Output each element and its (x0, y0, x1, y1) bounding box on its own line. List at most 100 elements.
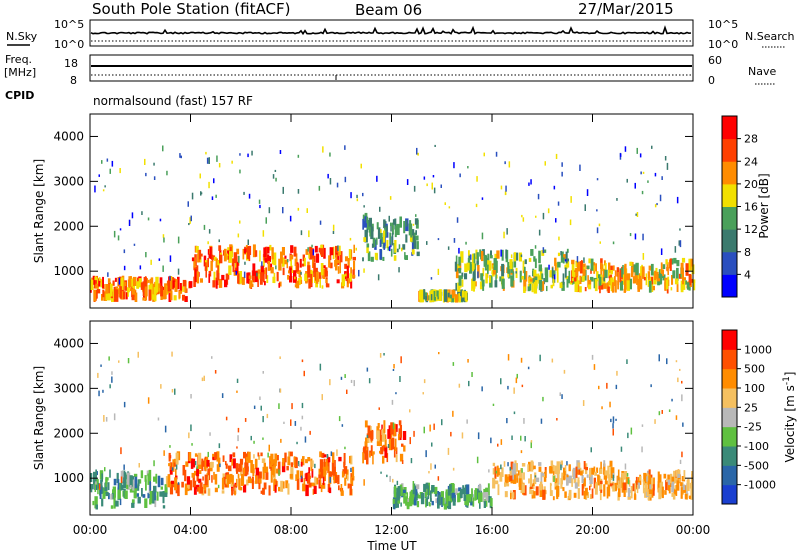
heatmap-cell (552, 270, 556, 275)
heatmap-cell (122, 490, 125, 497)
heatmap-cell (635, 476, 638, 488)
heatmap-cell (456, 217, 459, 223)
heatmap-cell (530, 474, 532, 487)
heatmap-cell (614, 276, 616, 286)
heatmap-cell (189, 217, 191, 224)
heatmap-cell (570, 196, 572, 203)
heatmap-cell (392, 478, 394, 483)
heatmap-cell (564, 491, 567, 498)
heatmap-cell (168, 289, 172, 302)
heatmap-cell (245, 462, 249, 475)
heatmap-cell (162, 505, 166, 509)
heatmap-cell (370, 226, 374, 240)
heatmap-cell (160, 477, 164, 486)
heatmap-cell (347, 278, 351, 284)
heatmap-cell (130, 288, 132, 292)
heatmap-cell (395, 392, 397, 395)
heatmap-cell (255, 474, 258, 484)
heatmap-cell (334, 460, 336, 468)
heatmap-cell (225, 416, 228, 421)
heatmap-cell (276, 455, 279, 461)
heatmap-cell (548, 264, 550, 270)
heatmap-cell (577, 462, 581, 468)
velocity-colorbar-segment (722, 465, 737, 486)
heatmap-cell (632, 262, 634, 267)
heatmap-cell (688, 274, 692, 286)
heatmap-cell (593, 265, 595, 272)
heatmap-cell (344, 374, 346, 378)
heatmap-cell (474, 490, 477, 501)
heatmap-cell (651, 145, 653, 149)
heatmap-cell (608, 474, 611, 485)
heatmap-cell (601, 406, 603, 410)
heatmap-cell (392, 423, 396, 437)
heatmap-cell (191, 443, 193, 446)
heatmap-cell (651, 482, 653, 490)
heatmap-cell (589, 494, 593, 499)
heatmap-cell (208, 181, 210, 189)
heatmap-cell (393, 486, 397, 498)
heatmap-cell (506, 418, 508, 424)
velocity-colorbar-tick: 1000 (744, 343, 772, 356)
power-colorbar-tick: 8 (744, 246, 751, 259)
heatmap-cell (599, 491, 602, 501)
heatmap-cell (607, 484, 611, 497)
heatmap-cell (527, 464, 530, 472)
heatmap-cell (520, 435, 522, 441)
heatmap-cell (509, 470, 512, 476)
heatmap-cell (449, 294, 452, 301)
heatmap-cell (295, 253, 298, 261)
heatmap-cell (168, 481, 172, 488)
heatmap-cell (634, 270, 638, 281)
heatmap-cell (288, 270, 291, 274)
heatmap-cell (287, 259, 289, 263)
heatmap-cell (231, 160, 233, 164)
heatmap-cell (269, 244, 272, 251)
heatmap-cell (415, 491, 418, 501)
heatmap-cell (599, 478, 603, 491)
heatmap-cell (541, 281, 545, 291)
heatmap-cell (324, 468, 326, 482)
heatmap-cell (538, 250, 541, 264)
heatmap-cell (635, 213, 637, 216)
heatmap-cell (437, 476, 440, 481)
heatmap-cell (297, 154, 300, 158)
heatmap-cell (472, 253, 475, 261)
heatmap-cell (282, 186, 284, 194)
heatmap-cell (563, 467, 566, 480)
heatmap-cell (492, 477, 496, 489)
heatmap-cell (330, 262, 333, 269)
heatmap-cell (282, 458, 285, 467)
heatmap-cell (416, 147, 418, 155)
heatmap-cell (133, 276, 137, 286)
heatmap-cell (538, 279, 543, 291)
heatmap-cell (603, 283, 607, 289)
heatmap-cell (165, 285, 169, 295)
heatmap-cell (453, 238, 456, 243)
heatmap-cell (447, 447, 450, 455)
heatmap-cell (596, 467, 599, 473)
heatmap-cell (210, 247, 213, 260)
heatmap-cell (207, 258, 209, 268)
heatmap-cell (107, 293, 111, 301)
heatmap-cell (306, 473, 311, 484)
heatmap-cell (497, 467, 500, 476)
heatmap-cell (156, 491, 159, 501)
heatmap-cell (458, 492, 461, 502)
velocity-ytick-label: 1000 (53, 471, 84, 485)
heatmap-cell (120, 470, 124, 482)
heatmap-cell (660, 262, 663, 274)
heatmap-cell (688, 265, 691, 270)
heatmap-cell (394, 496, 398, 509)
heatmap-cell (350, 467, 352, 472)
heatmap-cell (672, 494, 676, 500)
heatmap-cell (196, 467, 200, 477)
heatmap-cell (365, 437, 368, 447)
heatmap-cell (482, 249, 485, 256)
heatmap-cell (666, 358, 668, 365)
heatmap-cell (162, 145, 164, 152)
heatmap-cell (390, 433, 392, 441)
heatmap-cell (442, 497, 445, 506)
heatmap-cell (383, 230, 386, 243)
heatmap-cell (239, 458, 244, 465)
